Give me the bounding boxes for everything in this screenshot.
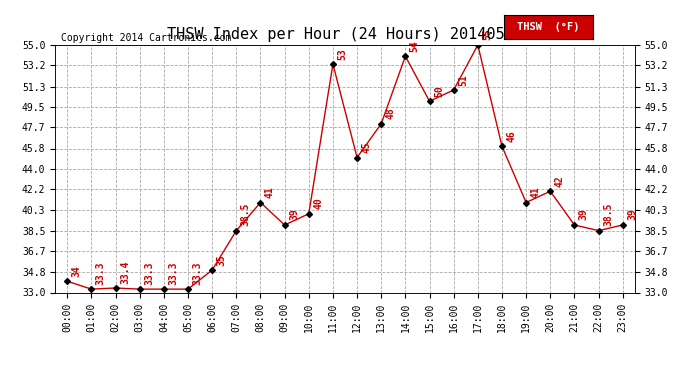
Text: 34: 34: [72, 265, 81, 277]
Text: THSW  (°F): THSW (°F): [518, 22, 580, 32]
Text: 33.3: 33.3: [96, 261, 106, 285]
Text: 41: 41: [265, 186, 275, 198]
Text: 39: 39: [627, 209, 637, 220]
Text: 46: 46: [506, 130, 516, 142]
Text: 45: 45: [362, 141, 371, 153]
Text: 41: 41: [531, 186, 540, 198]
Text: 55: 55: [482, 29, 492, 40]
Text: 33.4: 33.4: [120, 260, 130, 284]
Text: Copyright 2014 Cartronics.com: Copyright 2014 Cartronics.com: [61, 33, 231, 42]
Text: 35: 35: [217, 254, 226, 266]
Text: 42: 42: [555, 175, 564, 187]
Title: THSW Index per Hour (24 Hours) 20140516: THSW Index per Hour (24 Hours) 20140516: [167, 27, 523, 42]
Text: 38.5: 38.5: [603, 202, 613, 226]
Text: 48: 48: [386, 108, 395, 119]
Text: 54: 54: [410, 40, 420, 52]
Text: 51: 51: [458, 74, 468, 86]
Text: 39: 39: [289, 209, 299, 220]
Text: 39: 39: [579, 209, 589, 220]
Text: 33.3: 33.3: [193, 261, 202, 285]
Text: 50: 50: [434, 85, 444, 97]
Text: 33.3: 33.3: [144, 261, 154, 285]
Text: 40: 40: [313, 198, 323, 209]
Text: 53: 53: [337, 48, 347, 60]
Text: 33.3: 33.3: [168, 261, 178, 285]
Text: 38.5: 38.5: [241, 202, 250, 226]
